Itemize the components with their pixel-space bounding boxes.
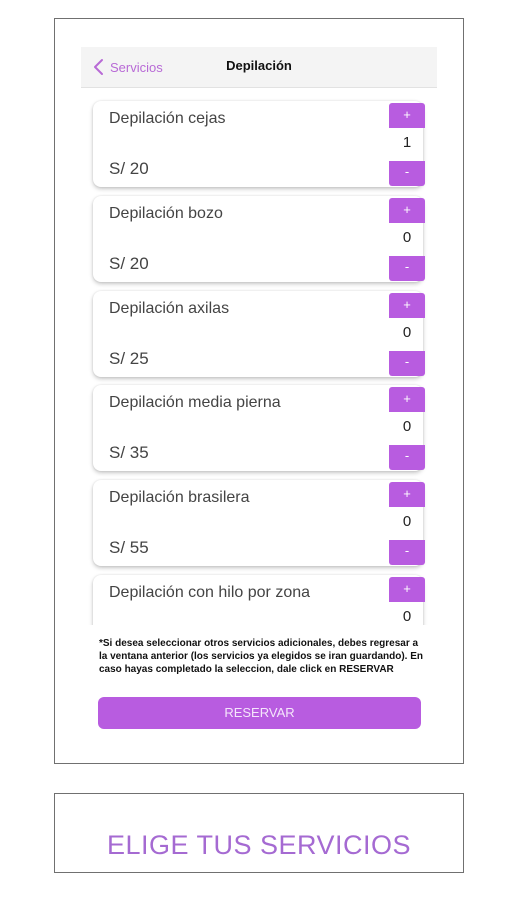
decrement-button[interactable]: -	[389, 161, 425, 186]
service-card-axilas: Depilación axilas S/ 25 + 0 -	[93, 291, 425, 377]
service-price: S/ 20	[109, 254, 149, 273]
quantity-value: 0	[402, 418, 412, 435]
increment-button[interactable]: +	[389, 198, 425, 223]
increment-button[interactable]: +	[389, 577, 425, 602]
decrement-button[interactable]: -	[389, 256, 425, 281]
decrement-button[interactable]: -	[389, 351, 425, 376]
service-card-media-pierna: Depilación media pierna S/ 35 + 0 -	[93, 385, 425, 471]
decrement-button[interactable]: -	[389, 445, 425, 470]
service-name: Depilación bozo	[109, 205, 223, 222]
quantity-value: 0	[402, 229, 412, 246]
service-card-brasilera: Depilación brasilera S/ 55 + 0 -	[93, 480, 425, 566]
navigation-bar: Servicios Depilación	[81, 47, 437, 88]
chevron-left-icon	[94, 59, 103, 75]
reserve-button[interactable]: RESERVAR	[98, 697, 421, 729]
increment-button[interactable]: +	[389, 387, 425, 412]
service-price: S/ 20	[109, 159, 149, 178]
service-price: S/ 55	[109, 538, 149, 557]
service-name: Depilación con hilo por zona	[109, 584, 311, 601]
selection-footnote: *Si desea seleccionar otros servicios ad…	[99, 638, 423, 675]
service-name: Depilación axilas	[109, 300, 230, 317]
increment-button[interactable]: +	[389, 293, 425, 318]
page-title: Depilación	[226, 58, 292, 73]
service-card-bozo: Depilación bozo S/ 20 + 0 -	[93, 196, 425, 282]
back-button-label: Servicios	[110, 59, 163, 75]
service-price: S/ 35	[109, 443, 149, 462]
increment-button[interactable]: +	[389, 103, 425, 128]
decrement-button[interactable]: -	[389, 540, 425, 565]
quantity-value: 0	[402, 513, 412, 530]
phone-screen: Servicios Depilación Depilación cejas S/…	[54, 18, 464, 764]
screen-caption: ELIGE TUS SERVICIOS	[106, 830, 412, 860]
service-name: Depilación brasilera	[109, 489, 250, 506]
service-name: Depilación cejas	[109, 110, 226, 127]
quantity-value: 1	[402, 134, 412, 151]
service-card-cejas: Depilación cejas S/ 20 + 1 -	[93, 101, 425, 187]
quantity-value: 0	[402, 608, 412, 625]
service-card-hilo: Depilación con hilo por zona + 0 -	[93, 575, 425, 625]
services-list[interactable]: Depilación cejas S/ 20 + 1 - Depilación …	[85, 89, 435, 625]
service-price: S/ 25	[109, 349, 149, 368]
quantity-value: 0	[402, 324, 412, 341]
increment-button[interactable]: +	[389, 482, 425, 507]
service-name: Depilación media pierna	[109, 394, 281, 411]
caption-box: ELIGE TUS SERVICIOS	[54, 793, 464, 873]
back-button[interactable]: Servicios	[91, 56, 163, 78]
